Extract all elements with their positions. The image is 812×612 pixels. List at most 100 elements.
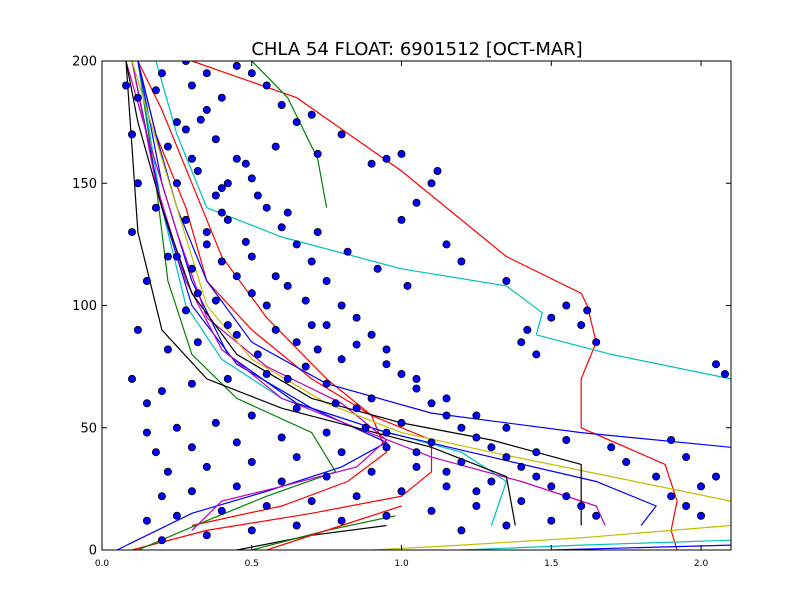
data-point-191 xyxy=(241,237,250,246)
y-axis: 0 50 100 150 200 xyxy=(72,55,731,559)
data-point-0 xyxy=(133,93,142,102)
x-tick-label-1: 0.5 xyxy=(245,559,259,569)
data-point-121 xyxy=(547,313,556,322)
data-point-17 xyxy=(247,252,256,261)
data-point-114 xyxy=(682,453,691,462)
data-point-135 xyxy=(313,149,322,158)
data-point-41 xyxy=(397,369,406,378)
data-point-26 xyxy=(337,301,346,310)
data-point-70 xyxy=(457,457,466,466)
data-point-86 xyxy=(217,506,226,515)
data-point-67 xyxy=(163,467,172,476)
data-point-110 xyxy=(652,472,661,481)
data-point-177 xyxy=(163,252,172,261)
data-point-116 xyxy=(721,369,730,378)
data-point-69 xyxy=(502,453,511,462)
data-point-4 xyxy=(181,125,190,134)
data-point-18 xyxy=(217,257,226,266)
y-tick-label-0: 0 xyxy=(89,544,97,559)
data-point-32 xyxy=(163,345,172,354)
data-point-198 xyxy=(217,93,226,102)
data-point-52 xyxy=(397,418,406,427)
data-point-83 xyxy=(352,492,361,501)
profile-line-5 xyxy=(155,61,731,380)
plot-area xyxy=(116,61,731,550)
data-point-65 xyxy=(247,457,256,466)
data-point-47 xyxy=(211,418,220,427)
data-point-36 xyxy=(301,362,310,371)
data-point-193 xyxy=(187,154,196,163)
data-point-19 xyxy=(187,264,196,273)
data-point-168 xyxy=(382,428,391,437)
data-point-93 xyxy=(427,506,436,515)
data-point-165 xyxy=(292,338,301,347)
data-point-108 xyxy=(712,472,721,481)
data-point-104 xyxy=(457,526,466,535)
data-point-79 xyxy=(532,472,541,481)
data-point-150 xyxy=(373,264,382,273)
chart-title: CHLA 54 FLOAT: 6901512 [OCT-MAR] xyxy=(251,39,582,60)
data-point-159 xyxy=(127,130,136,139)
data-point-30 xyxy=(232,330,241,339)
data-point-129 xyxy=(412,198,421,207)
data-point-199 xyxy=(196,115,205,124)
data-point-28 xyxy=(307,321,316,330)
data-point-131 xyxy=(433,166,442,175)
data-point-91 xyxy=(517,497,526,506)
data-point-50 xyxy=(427,399,436,408)
data-point-21 xyxy=(322,276,331,285)
scatter-points xyxy=(122,61,730,545)
profile-line-7 xyxy=(137,61,731,448)
data-point-190 xyxy=(271,272,280,281)
x-tick-label-2: 1.0 xyxy=(394,559,409,569)
data-point-55 xyxy=(277,433,286,442)
data-point-182 xyxy=(502,423,511,432)
data-point-57 xyxy=(187,443,196,452)
data-point-105 xyxy=(667,492,676,501)
data-point-76 xyxy=(187,487,196,496)
data-point-127 xyxy=(442,240,451,249)
data-point-27 xyxy=(352,313,361,322)
data-point-46 xyxy=(247,411,256,420)
data-point-48 xyxy=(172,423,181,432)
data-point-13 xyxy=(223,215,232,224)
data-point-163 xyxy=(232,272,241,281)
data-point-35 xyxy=(337,355,346,364)
data-point-120 xyxy=(562,301,571,310)
data-point-178 xyxy=(181,215,190,224)
y-tick-label-3: 150 xyxy=(72,177,97,192)
data-point-20 xyxy=(307,257,316,266)
profile-line-15 xyxy=(125,61,516,526)
data-point-188 xyxy=(322,321,331,330)
data-point-22 xyxy=(283,281,292,290)
data-point-97 xyxy=(247,526,256,535)
data-point-60 xyxy=(472,433,481,442)
data-point-179 xyxy=(211,191,220,200)
data-point-8 xyxy=(193,166,202,175)
data-point-3 xyxy=(202,105,211,114)
data-point-45 xyxy=(292,404,301,413)
data-point-133 xyxy=(382,154,391,163)
data-point-128 xyxy=(397,215,406,224)
data-point-148 xyxy=(313,228,322,237)
data-point-147 xyxy=(283,208,292,217)
data-point-66 xyxy=(202,462,211,471)
data-point-64 xyxy=(292,453,301,462)
data-point-1 xyxy=(157,69,166,78)
data-point-144 xyxy=(241,159,250,168)
data-point-82 xyxy=(397,487,406,496)
data-point-106 xyxy=(682,501,691,510)
x-tick-label-3: 1.5 xyxy=(544,559,558,569)
profile-line-13 xyxy=(371,524,731,550)
data-point-137 xyxy=(307,110,316,119)
data-point-153 xyxy=(127,374,136,383)
x-tick-label-4: 2.0 xyxy=(694,559,709,569)
data-point-2 xyxy=(187,81,196,90)
data-point-7 xyxy=(232,154,241,163)
data-point-166 xyxy=(322,379,331,388)
data-point-77 xyxy=(157,492,166,501)
data-point-186 xyxy=(382,360,391,369)
data-point-33 xyxy=(367,330,376,339)
data-point-6 xyxy=(211,135,220,144)
